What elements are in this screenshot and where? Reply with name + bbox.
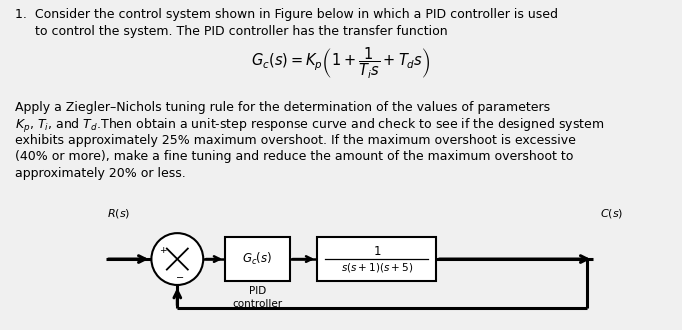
Text: $+$: $+$ [159, 245, 167, 255]
Bar [225, 237, 290, 281]
Text: $-$: $-$ [175, 271, 184, 281]
Text: $R(s)$: $R(s)$ [107, 207, 130, 220]
Text: Apply a Ziegler–Nichols tuning rule for the determination of the values of param: Apply a Ziegler–Nichols tuning rule for … [15, 101, 550, 114]
Text: (40% or more), make a fine tuning and reduce the amount of the maximum overshoot: (40% or more), make a fine tuning and re… [15, 150, 574, 163]
Text: to control the system. The PID controller has the transfer function: to control the system. The PID controlle… [15, 25, 447, 38]
Text: $s(s+1)(s+5)$: $s(s+1)(s+5)$ [341, 261, 413, 274]
Text: $C(s)$: $C(s)$ [600, 207, 623, 220]
Text: 1.  Consider the control system shown in Figure below in which a PID controller : 1. Consider the control system shown in … [15, 8, 558, 21]
Text: $G_c(s) = K_p\left(1 + \dfrac{1}{T_i s} + T_d s\right)$: $G_c(s) = K_p\left(1 + \dfrac{1}{T_i s} … [251, 46, 431, 82]
Text: approximately 20% or less.: approximately 20% or less. [15, 167, 186, 180]
Text: $G_c(s)$: $G_c(s)$ [242, 251, 273, 267]
Text: $1$: $1$ [372, 245, 381, 258]
Ellipse shape [151, 233, 203, 285]
Text: PID
controller: PID controller [233, 286, 282, 309]
Text: $K_p$, $T_i$, and $T_d$.Then obtain a unit-step response curve and check to see : $K_p$, $T_i$, and $T_d$.Then obtain a un… [15, 117, 604, 135]
Text: exhibits approximately 25% maximum overshoot. If the maximum overshoot is excess: exhibits approximately 25% maximum overs… [15, 134, 576, 147]
Bar [317, 237, 436, 281]
